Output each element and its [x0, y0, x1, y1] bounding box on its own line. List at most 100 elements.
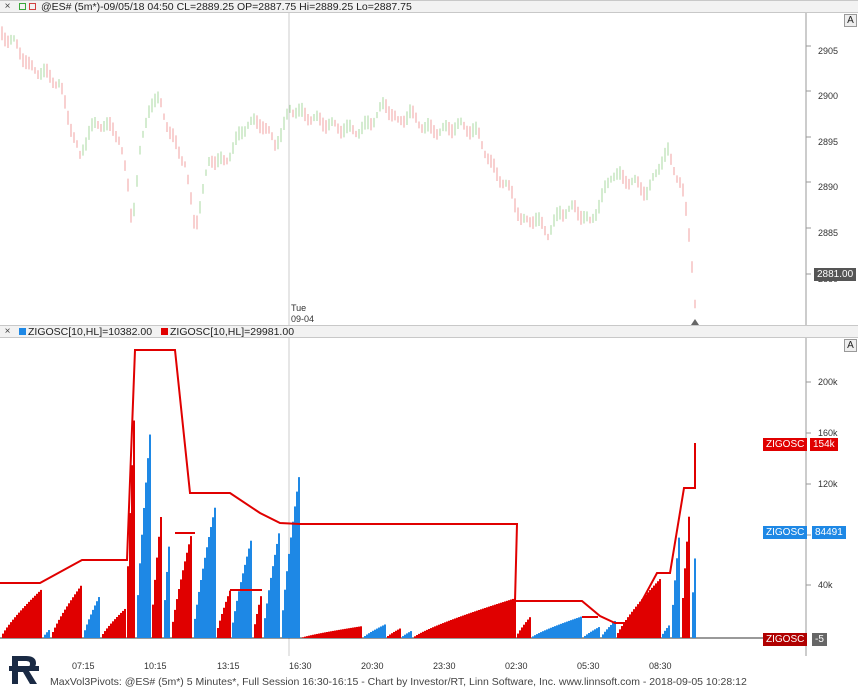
oscillator-bar	[242, 573, 244, 638]
oscillator-bar	[428, 628, 430, 638]
oscillator-bar	[166, 571, 168, 638]
oscillator-bar	[244, 564, 246, 638]
oscillator-bar	[219, 620, 221, 638]
oscillator-bar	[194, 618, 196, 638]
oscillator-bar	[564, 622, 566, 638]
oscillator-bar	[514, 598, 516, 638]
oscillator-bar	[217, 628, 219, 638]
oscillator-bar	[174, 609, 176, 638]
price-chart[interactable]	[0, 13, 858, 325]
oscillator-bar	[266, 603, 268, 638]
oscillator-bar	[651, 587, 653, 638]
oscillator-bar	[149, 434, 151, 638]
oscillator-bar	[395, 630, 397, 638]
oscillator-bar	[659, 579, 661, 638]
oscillator-bar	[676, 558, 678, 638]
oscillator-bar	[554, 626, 556, 638]
oscillator-bar	[486, 607, 488, 638]
oscillator-bar	[408, 632, 410, 638]
last-price-tag: 2881.00	[814, 268, 857, 281]
oscillator-bar	[141, 534, 143, 638]
oscillator-bar	[604, 631, 606, 638]
oscillator-bar	[176, 599, 178, 638]
oscillator-bar	[387, 636, 389, 638]
oscillator-bar	[342, 629, 344, 638]
oscillator-bar	[322, 632, 324, 638]
oscillator-bar	[254, 624, 256, 638]
oscillator-bar	[521, 627, 523, 638]
oscillator-bar	[454, 618, 456, 638]
price-autoscale-button[interactable]: A	[844, 14, 857, 27]
oscillator-bar	[202, 568, 204, 638]
zero-series-name-tag: ZIGOSC	[763, 633, 808, 646]
oscillator-bar	[58, 619, 60, 638]
oscillator-bar	[633, 609, 635, 638]
oscillator-bar	[96, 601, 98, 638]
oscillator-bar	[227, 596, 229, 638]
oscillator-bar	[104, 631, 106, 638]
oscillator-bar	[118, 614, 120, 638]
oscillator-bar	[532, 636, 534, 638]
oscillator-bar	[160, 517, 162, 638]
oscillator-bar	[576, 618, 578, 638]
oscillator-bar	[272, 566, 274, 638]
oscillator-bar	[496, 604, 498, 638]
oscillator-bar	[147, 458, 149, 638]
oscillator-bar	[631, 611, 633, 638]
day-date-label: 09-04	[291, 314, 315, 324]
oscillator-bar	[46, 632, 48, 638]
oscillator-bar	[84, 630, 86, 638]
oscillator-bar	[318, 633, 320, 638]
red-series-swatch-icon	[161, 328, 168, 335]
oscillator-bar	[649, 590, 651, 638]
oscillator-bar	[112, 621, 114, 638]
oscillator-bar	[178, 589, 180, 638]
oscillator-bar	[627, 617, 629, 638]
oscillator-bar	[470, 612, 472, 638]
oscillator-bar	[466, 614, 468, 638]
oscillator-chart[interactable]	[0, 338, 858, 656]
oscillator-bar	[62, 612, 64, 638]
red-series-value-tag: 154k	[810, 438, 838, 451]
oscillator-bar	[352, 627, 354, 638]
oscillator-bar	[614, 620, 616, 638]
oscillator-bar	[80, 585, 82, 638]
oscillator-bar	[502, 602, 504, 638]
oscillator-bar	[430, 628, 432, 638]
oscillator-bar	[574, 618, 576, 638]
oscillator-bar	[336, 630, 338, 638]
oscillator-bar	[296, 491, 298, 638]
oscillator-bar	[76, 591, 78, 638]
oscillator-bar	[129, 513, 131, 638]
oscillator-bar	[424, 630, 426, 638]
oscillator-bar	[124, 608, 126, 638]
oscillator-bar	[210, 527, 212, 638]
oscillator-bar	[24, 606, 26, 638]
oscillator-bar	[490, 605, 492, 638]
oscillator-bar	[625, 619, 627, 638]
oscillator-bar	[500, 602, 502, 638]
oscillator-autoscale-button[interactable]: A	[844, 339, 857, 352]
oscillator-bar	[462, 615, 464, 638]
oscillator-bar	[114, 619, 116, 638]
oscillator-bar	[44, 634, 46, 638]
oscillator-bar	[116, 617, 118, 638]
price-ytick: 2905	[818, 46, 839, 56]
oscillator-bar	[684, 568, 686, 638]
oscillator-bar	[78, 588, 80, 638]
oscillator-bar	[88, 619, 90, 638]
price-ytick: 2900	[818, 91, 839, 101]
oscillator-bar	[364, 636, 366, 638]
up-bar-swatch-icon	[19, 3, 26, 10]
close-pane-icon[interactable]: ×	[4, 1, 11, 12]
oscillator-bar	[468, 613, 470, 638]
close-pane-icon[interactable]: ×	[4, 326, 11, 337]
oscillator-bar	[406, 633, 408, 638]
oscillator-bar	[354, 627, 356, 638]
oscillator-bar	[256, 613, 258, 638]
oscillator-bar	[28, 601, 30, 638]
oscillator-bar	[94, 605, 96, 638]
osc-ytick: 120k	[818, 479, 838, 489]
oscillator-bar	[10, 622, 12, 638]
time-tick: 13:15	[217, 661, 240, 671]
